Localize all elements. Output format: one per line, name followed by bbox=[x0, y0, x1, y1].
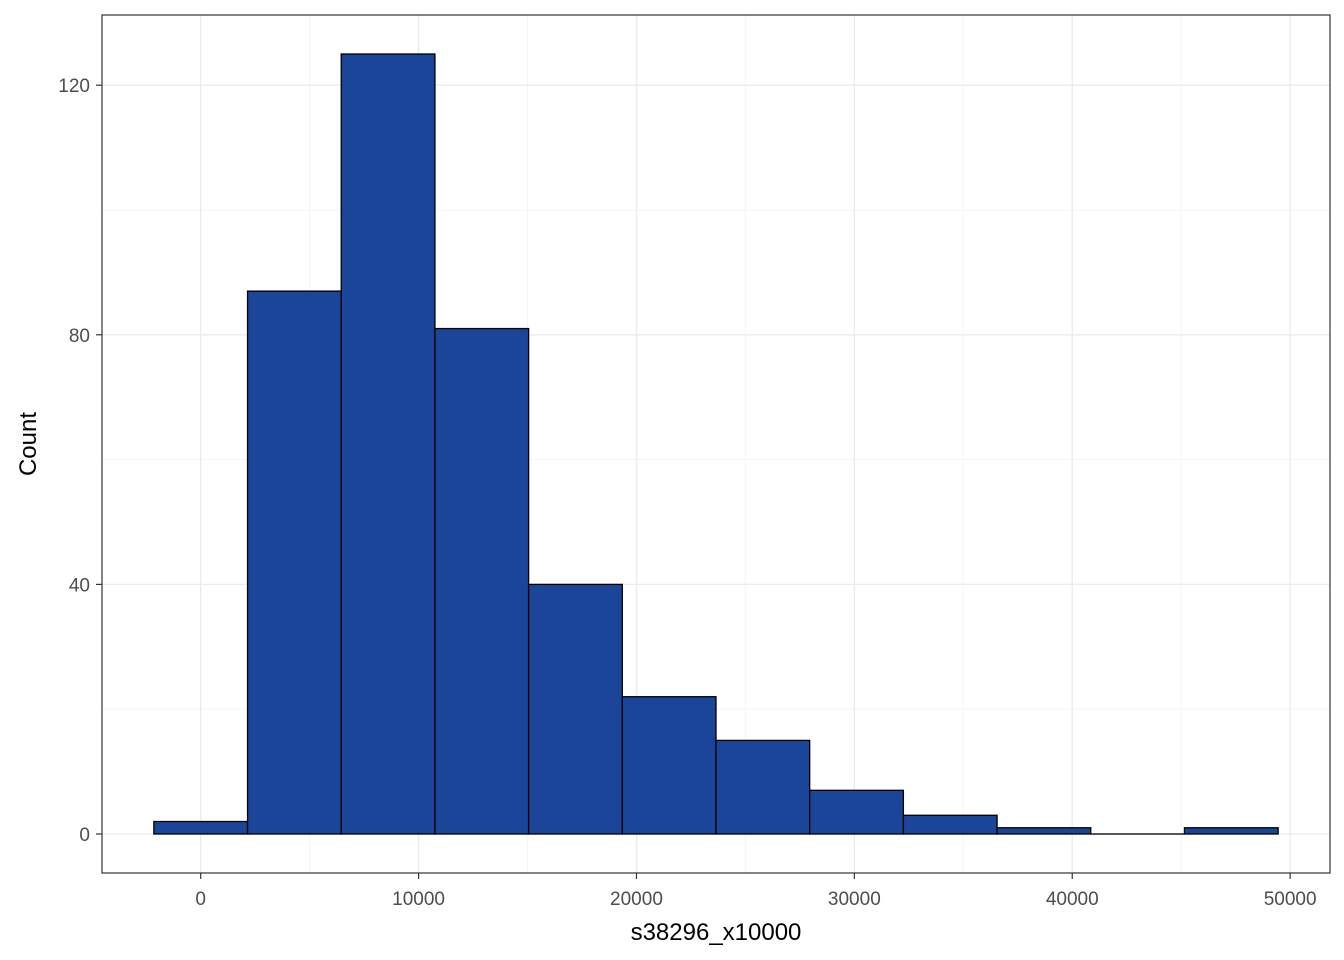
y-axis: 0 40 80 120 bbox=[58, 76, 102, 846]
histogram-bar-8 bbox=[809, 789, 905, 835]
x-axis-title: s38296_x10000 bbox=[631, 919, 802, 946]
x-tick-label: 0 bbox=[195, 889, 206, 910]
histogram-bar-7 bbox=[715, 739, 811, 835]
histogram-bar-12 bbox=[1183, 827, 1279, 835]
y-tick-label: 120 bbox=[58, 76, 90, 97]
x-tick-label: 20000 bbox=[610, 889, 663, 910]
histogram-bar-4 bbox=[434, 327, 530, 835]
histogram-bar-1 bbox=[153, 820, 249, 835]
histogram-bar-5 bbox=[527, 583, 623, 835]
histogram-bar-3 bbox=[340, 53, 436, 835]
x-axis: 0 10000 20000 30000 40000 50000 bbox=[195, 873, 1317, 910]
histogram-bar-6 bbox=[621, 696, 717, 835]
x-tick-label: 50000 bbox=[1264, 889, 1317, 910]
x-tick-label: 10000 bbox=[392, 889, 445, 910]
y-axis-title: Count bbox=[15, 412, 42, 476]
histogram-bars bbox=[153, 53, 1279, 835]
histogram-bar-2 bbox=[246, 290, 342, 835]
x-tick-label: 40000 bbox=[1046, 889, 1099, 910]
y-tick-label: 0 bbox=[79, 825, 90, 846]
y-tick-label: 40 bbox=[69, 575, 90, 596]
histogram-bar-9 bbox=[902, 814, 998, 835]
y-tick-label: 80 bbox=[69, 326, 90, 347]
panel-border bbox=[101, 14, 1331, 874]
histogram-bar-10 bbox=[996, 827, 1092, 835]
x-tick-label: 30000 bbox=[828, 889, 881, 910]
